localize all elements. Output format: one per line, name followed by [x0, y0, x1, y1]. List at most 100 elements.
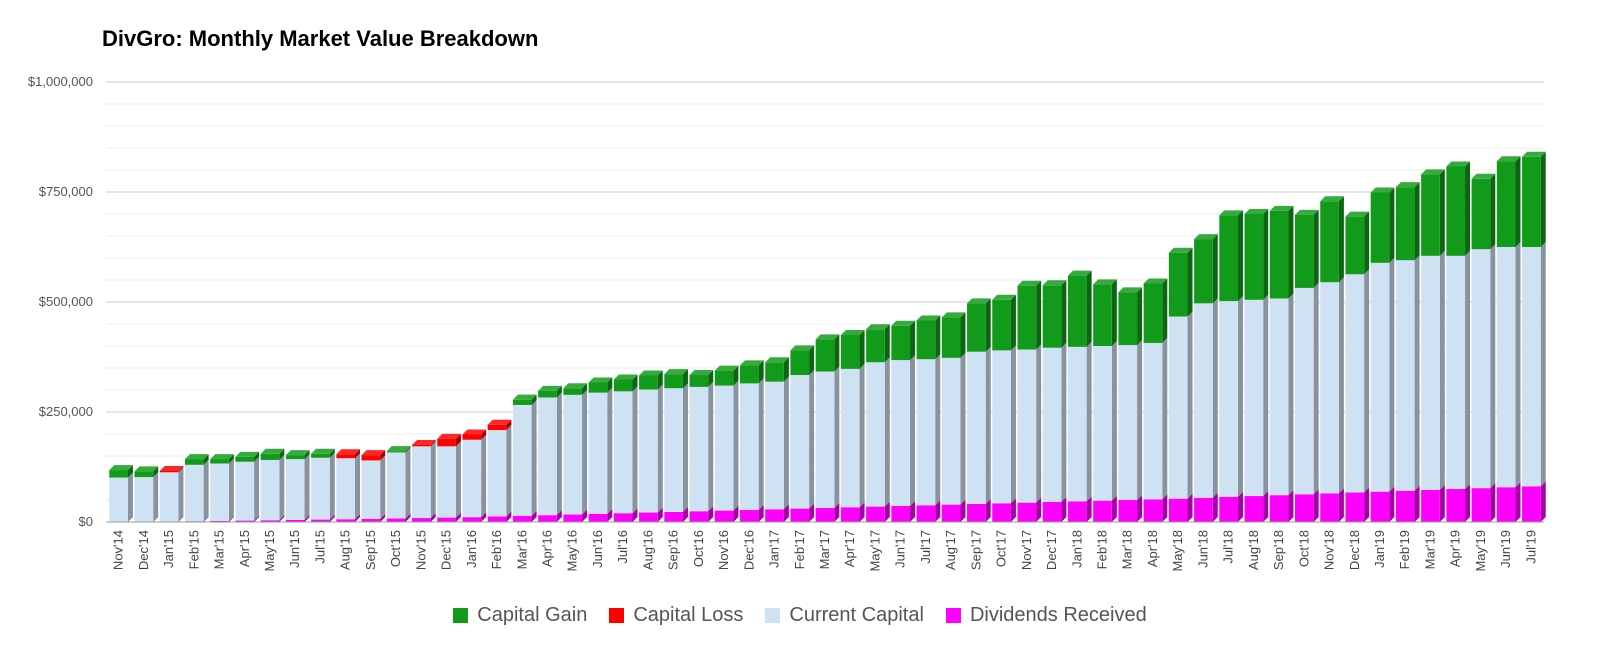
bar-stack[interactable] [1395, 182, 1420, 522]
bar-segment-current-capital [1370, 262, 1390, 492]
bar-stack[interactable] [739, 360, 764, 522]
bar-stack[interactable] [285, 450, 310, 522]
bar-stack[interactable] [714, 365, 739, 522]
bar-segment-capital-gain [1168, 252, 1188, 317]
bar-stack[interactable] [512, 394, 537, 522]
bar-stack[interactable] [159, 465, 184, 522]
x-tick-label: Oct'15 [388, 530, 403, 567]
x-tick-label: Feb'16 [489, 530, 504, 569]
legend-item-capital-gain[interactable]: Capital Gain [453, 604, 587, 627]
bar-segment-side [657, 507, 663, 522]
bar-stack[interactable] [941, 312, 966, 522]
bar-stack[interactable] [487, 419, 512, 522]
bar-segment-dividends-received [1067, 501, 1087, 522]
bar-stack[interactable] [1168, 247, 1193, 522]
bar-stack[interactable] [790, 345, 815, 522]
bar-stack[interactable] [437, 433, 461, 522]
bar-stack[interactable] [1294, 209, 1319, 522]
bar-stack[interactable] [1471, 173, 1496, 522]
bar-stack[interactable] [689, 370, 714, 522]
bar-stack[interactable] [1269, 205, 1294, 522]
bar-segment-side [355, 453, 361, 520]
bar-stack[interactable] [967, 298, 991, 522]
legend-swatch-capital-loss [609, 608, 625, 623]
bar-stack[interactable] [109, 465, 133, 522]
bar-segment-side [1414, 485, 1420, 522]
bar-stack[interactable] [1320, 196, 1344, 522]
bar-stack[interactable] [1421, 169, 1445, 522]
bar-stack[interactable] [210, 454, 234, 522]
bar-segment-dividends-received [386, 518, 406, 522]
bar-stack[interactable] [891, 320, 916, 522]
bar-segment-dividends-received [210, 520, 229, 522]
bar-stack[interactable] [412, 440, 436, 522]
bar-stack[interactable] [1093, 279, 1117, 522]
bar-stack[interactable] [765, 357, 789, 522]
x-tick-label: Oct'16 [691, 530, 706, 567]
bar-segment-side [1137, 495, 1143, 522]
bar-stack[interactable] [1017, 280, 1042, 522]
bar-segment-side [1187, 247, 1193, 317]
bar-stack[interactable] [1370, 187, 1395, 522]
bar-stack[interactable] [840, 330, 865, 522]
x-tick-label: Dec'17 [1044, 530, 1059, 570]
bar-stack[interactable] [462, 429, 487, 522]
bar-segment-dividends-received [1118, 500, 1138, 522]
bar-stack[interactable] [184, 454, 209, 522]
bar-stack[interactable] [1042, 280, 1067, 522]
bar-segment-side [985, 346, 991, 504]
x-tick-label: Apr'18 [1145, 530, 1160, 567]
bar-stack[interactable] [260, 448, 285, 522]
bar-stack[interactable] [563, 383, 588, 522]
bar-stack[interactable] [134, 466, 159, 522]
bar-segment-side [304, 514, 310, 522]
bar-stack[interactable] [1244, 209, 1269, 522]
bar-segment-current-capital [1118, 345, 1138, 500]
bar-segment-dividends-received [1471, 488, 1491, 522]
bar-segment-side [607, 387, 613, 514]
bar-top-face [563, 383, 588, 389]
bar-stack[interactable] [992, 294, 1016, 522]
bar-stack[interactable] [1067, 270, 1092, 522]
bar-stack[interactable] [336, 449, 361, 522]
bar-stack[interactable] [815, 334, 840, 522]
bar-stack[interactable] [866, 324, 890, 522]
bar-stack[interactable] [639, 370, 663, 522]
bar-stack[interactable] [311, 448, 335, 522]
bar-segment-side [1490, 173, 1496, 250]
bar-stack[interactable] [1194, 234, 1218, 522]
bar-stack[interactable] [664, 369, 688, 522]
bar-top-face [790, 345, 815, 351]
bar-top-face [840, 330, 865, 335]
bar-segment-side [682, 506, 688, 522]
bar-segment-side [758, 378, 764, 510]
bar-stack[interactable] [1522, 151, 1546, 522]
y-tick-label: $0 [79, 514, 93, 529]
legend-item-capital-loss[interactable]: Capital Loss [609, 604, 743, 627]
bar-top-face [235, 451, 260, 457]
bar-segment-dividends-received [664, 511, 683, 522]
bar-stack[interactable] [1143, 278, 1168, 522]
legend-item-dividends-received[interactable]: Dividends Received [945, 604, 1147, 627]
bar-stack[interactable] [1118, 287, 1143, 522]
bar-segment-side [910, 500, 916, 522]
bar-stack[interactable] [613, 374, 638, 522]
bar-stack[interactable] [235, 451, 260, 522]
bar-stack[interactable] [386, 446, 411, 522]
bar-stack[interactable] [1219, 210, 1243, 522]
bar-stack[interactable] [361, 450, 386, 522]
legend-item-current-capital[interactable]: Current Capital [765, 604, 924, 627]
bar-top-face [689, 370, 714, 376]
bar-segment-side [884, 324, 890, 363]
bar-stack[interactable] [1496, 156, 1521, 522]
bar-stack[interactable] [1446, 161, 1471, 522]
bar-stack[interactable] [588, 377, 613, 522]
bar-stack[interactable] [538, 385, 562, 522]
bar-segment-dividends-received [1320, 493, 1339, 522]
bar-stack[interactable] [1345, 211, 1370, 522]
bar-segment-side [1212, 234, 1218, 304]
legend-label: Capital Gain [477, 604, 588, 626]
bar-segment-capital-loss [336, 454, 356, 459]
bar-stack[interactable] [916, 315, 941, 522]
x-tick-label: Feb'18 [1095, 530, 1110, 569]
